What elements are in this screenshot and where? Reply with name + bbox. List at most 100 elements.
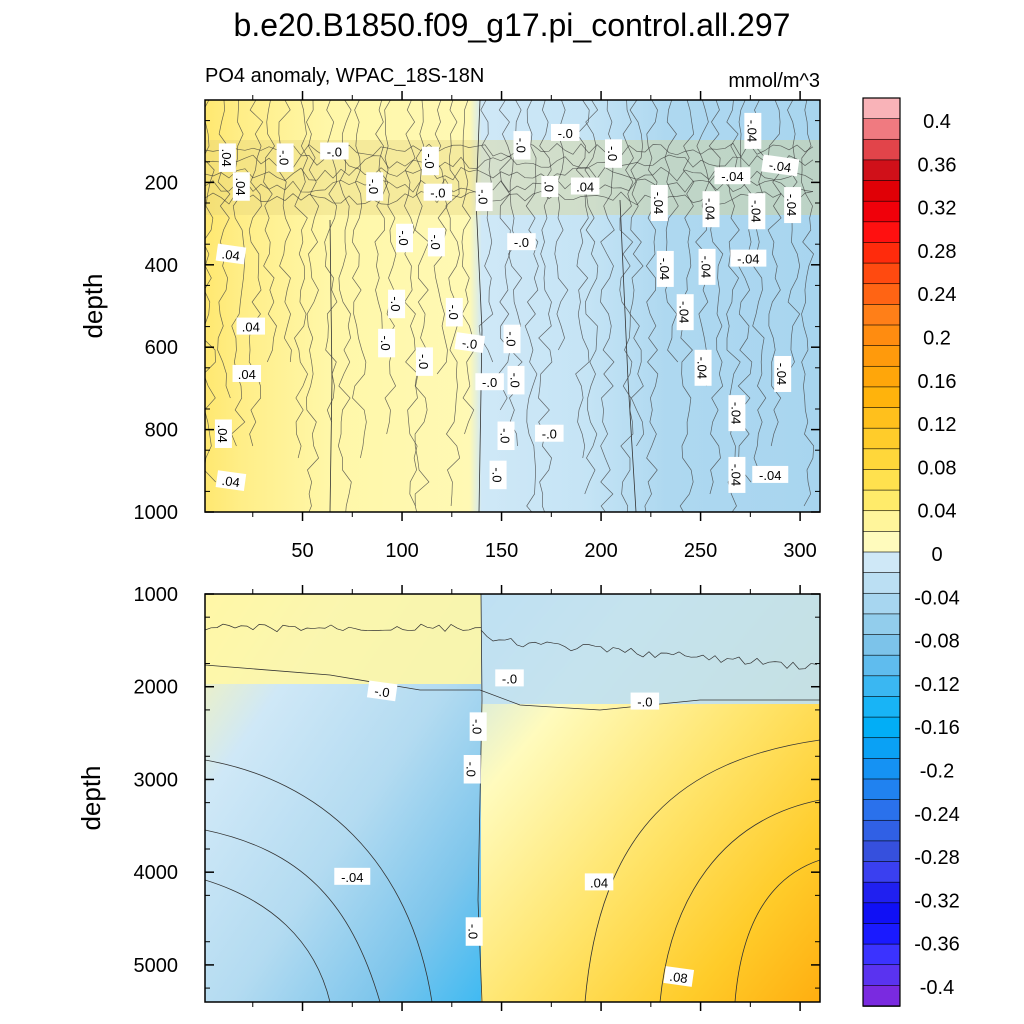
- contour-label-bg: [215, 470, 247, 492]
- contour-label-text: -.04: [677, 301, 692, 323]
- contour-label: -.0: [489, 460, 507, 490]
- contour-label-bg: [774, 355, 792, 392]
- contour-label-text: -.04: [759, 468, 781, 483]
- contour-label: -.04: [752, 465, 789, 483]
- contour-label-bg: [728, 456, 746, 493]
- colorbar-label: 0.16: [918, 371, 957, 393]
- colorbar-label: 0.2: [923, 328, 951, 350]
- y-tick-label: 400: [145, 255, 178, 277]
- contour-label: -.0: [503, 324, 521, 354]
- colorbar-swatch: [862, 159, 901, 182]
- colorbar-label: -0.36: [914, 934, 960, 956]
- colorbar-swatch: [862, 242, 901, 264]
- lower-contour-bowl-left-3: [205, 879, 331, 1002]
- contour-label: -.04: [702, 191, 720, 228]
- upper-contour-zero: [475, 100, 483, 512]
- thermocline-contour: [644, 100, 659, 512]
- colorbar-swatch: [862, 881, 901, 904]
- contour-label-text: .04: [221, 246, 241, 263]
- contour-label-text: .08: [669, 969, 689, 986]
- contour-label-bg: [215, 243, 247, 265]
- thermocline-contour-horizontal: [205, 178, 814, 194]
- contour-label: .04: [232, 364, 262, 382]
- colorbar-swatch: [862, 696, 901, 718]
- contour-label: -.0: [513, 131, 531, 160]
- contour-label-text: -.0: [396, 230, 411, 245]
- contour-label-bg: [656, 250, 674, 287]
- contour-label-bg: [463, 755, 481, 784]
- thermocline-contour: [248, 100, 264, 447]
- contour-label-text: -.0: [482, 375, 497, 390]
- thermocline-contour: [352, 100, 367, 459]
- contour-label-text: -.0: [374, 683, 391, 700]
- colorbar-label: -0.4: [920, 977, 954, 999]
- colorbar-swatch: [862, 592, 901, 615]
- contour-label: -.0: [320, 142, 349, 160]
- colorbar-label: -0.08: [914, 631, 960, 653]
- contour-label-bg: [497, 421, 515, 451]
- contour-label-bg: [396, 223, 414, 253]
- y-tick-label: 1000: [134, 584, 179, 606]
- contour-label-bg: [320, 142, 349, 160]
- contour-label-bg: [702, 191, 720, 228]
- contour-label-text: -.04: [651, 192, 666, 214]
- contour-label-bg: [503, 324, 521, 354]
- contour-label: .04: [570, 177, 600, 195]
- contour-label-text: .04: [215, 425, 230, 443]
- lower-noisy-contour: [480, 629, 818, 670]
- colorbar-swatch: [862, 716, 901, 739]
- thermocline-contour: [263, 100, 277, 363]
- contour-label-bg: [714, 167, 751, 185]
- colorbar-swatch: [862, 365, 901, 388]
- contour-label: -.0: [535, 424, 564, 442]
- lower-noise-contours: [205, 623, 818, 670]
- contour-label: .04: [215, 470, 247, 492]
- contour-label: .04: [232, 172, 250, 201]
- colorbar-swatch: [862, 407, 901, 429]
- thermocline-contour: [600, 100, 615, 512]
- contour-label: .04: [214, 419, 232, 448]
- x-tick-label: 200: [584, 540, 617, 562]
- thermocline-contour: [277, 100, 292, 363]
- contour-label-text: -.04: [699, 256, 714, 278]
- colorbar-swatch: [862, 778, 901, 801]
- contour-label-text: -.0: [366, 179, 381, 194]
- contour-label: -.04: [714, 167, 751, 185]
- thermocline-contour: [695, 100, 710, 387]
- contour-label-bg: [421, 146, 439, 176]
- x-tick-label: 250: [684, 540, 717, 562]
- colorbar-swatch: [862, 551, 901, 574]
- contour-label-bg: [784, 187, 802, 224]
- contour-label: -.04: [744, 112, 762, 149]
- thermocline-contour: [338, 100, 352, 512]
- colorbar-swatch: [862, 861, 901, 883]
- contour-label-text: -.0: [277, 150, 292, 165]
- colorbar-label: 0.08: [918, 457, 957, 479]
- lower-contour-bowl-right-2: [659, 799, 820, 1002]
- contour-label: -.04: [748, 193, 766, 230]
- lower-contour-bowl-left-2: [205, 759, 433, 1002]
- thermocline-contour: [294, 100, 308, 459]
- lower-noisy-contour: [205, 623, 482, 633]
- colorbar-swatch: [862, 634, 901, 656]
- thermocline-contour-horizontal: [205, 142, 814, 158]
- units-label: mmol/m^3: [728, 70, 820, 92]
- thermocline-contour: [786, 100, 801, 387]
- colorbar-swatch: [862, 799, 901, 822]
- contour-label-text: -.0: [470, 719, 485, 734]
- contour-label-bg: [489, 460, 507, 490]
- colorbar-label: 0.28: [918, 241, 957, 263]
- y-tick-label: 600: [145, 337, 178, 359]
- contour-label-bg: [475, 182, 493, 212]
- contour-label: -.0: [276, 143, 294, 172]
- contour-label-bg: [475, 373, 504, 391]
- colorbar-swatch: [862, 138, 901, 161]
- contour-label: -.04: [728, 456, 746, 493]
- colorbar-label: -0.12: [914, 674, 960, 696]
- contour-label: -.0: [630, 692, 660, 710]
- contour-label-bg: [513, 131, 531, 160]
- colorbar-label: -0.24: [914, 804, 960, 826]
- contour-label-bg: [630, 692, 660, 710]
- figure-title: b.e20.B1850.f09_g17.pi_control.all.297: [234, 7, 791, 43]
